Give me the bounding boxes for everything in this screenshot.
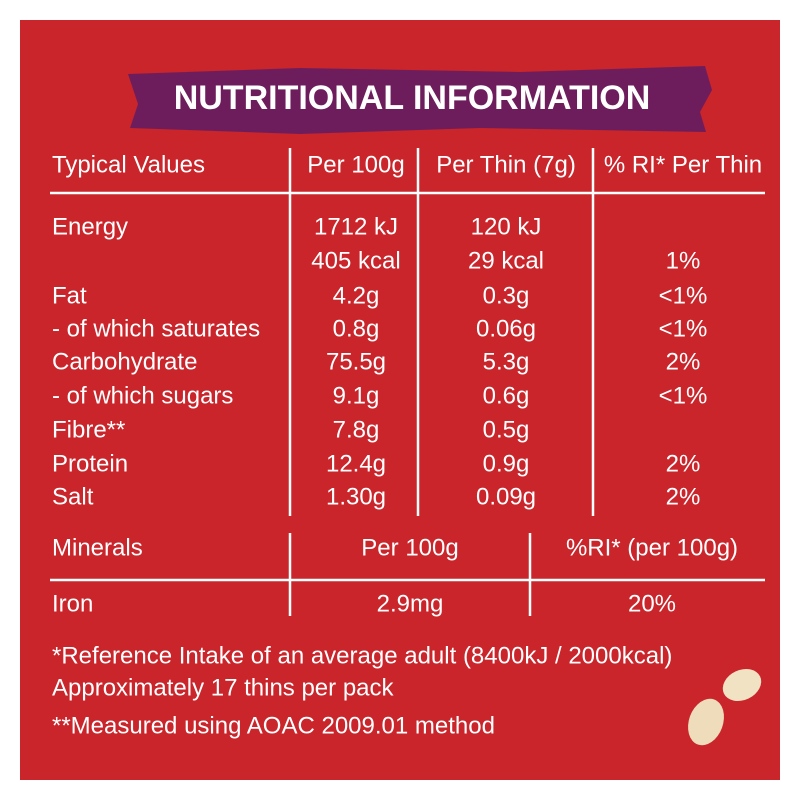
cell: <1% xyxy=(659,282,708,309)
row-label: Protein xyxy=(52,450,128,477)
cell: 20% xyxy=(628,590,676,617)
column-header: Minerals xyxy=(52,534,143,561)
cell: 5.3g xyxy=(483,348,530,375)
column-header: %RI* (per 100g) xyxy=(566,534,738,561)
cell: 405 kcal xyxy=(311,247,400,274)
column-header: Per Thin (7g) xyxy=(436,151,576,178)
cell: 9.1g xyxy=(333,382,380,409)
cell: 0.06g xyxy=(476,315,536,342)
column-header: % RI* Per Thin xyxy=(604,151,762,178)
title: NUTRITIONAL INFORMATION xyxy=(174,79,651,117)
cell: 2.9mg xyxy=(377,590,444,617)
column-header: Per 100g xyxy=(307,151,404,178)
cell: 2% xyxy=(666,450,701,477)
title-banner xyxy=(128,66,712,134)
row-label: Fat xyxy=(52,282,87,309)
row-label: Fibre** xyxy=(52,416,125,443)
row-label: Salt xyxy=(52,483,94,510)
cell: 7.8g xyxy=(333,416,380,443)
cell: 120 kJ xyxy=(471,213,542,240)
cell: 75.5g xyxy=(326,348,386,375)
cell: <1% xyxy=(659,382,708,409)
cell: <1% xyxy=(659,315,708,342)
cell: 2% xyxy=(666,348,701,375)
cell: 0.3g xyxy=(483,282,530,309)
cell: 0.5g xyxy=(483,416,530,443)
footnote: *Reference Intake of an average adult (8… xyxy=(52,642,672,669)
cell: 2% xyxy=(666,483,701,510)
row-label: Carbohydrate xyxy=(52,348,197,375)
cell: 0.09g xyxy=(476,483,536,510)
cell: 0.9g xyxy=(483,450,530,477)
cell: 1% xyxy=(666,247,701,274)
background xyxy=(20,20,780,780)
row-label: Energy xyxy=(52,213,128,240)
column-header: Per 100g xyxy=(361,534,458,561)
footnote: Approximately 17 thins per pack xyxy=(52,674,395,701)
cell: 29 kcal xyxy=(468,247,544,274)
cell: 4.2g xyxy=(333,282,380,309)
row-label: Iron xyxy=(52,590,93,617)
cell: 1.30g xyxy=(326,483,386,510)
column-header: Typical Values xyxy=(52,151,205,178)
row-label: - of which sugars xyxy=(52,382,233,409)
cell: 12.4g xyxy=(326,450,386,477)
cell: 1712 kJ xyxy=(314,213,398,240)
cell: 0.6g xyxy=(483,382,530,409)
footnote: **Measured using AOAC 2009.01 method xyxy=(52,712,495,739)
peanut-decoration xyxy=(688,668,762,746)
cell: 0.8g xyxy=(333,315,380,342)
row-label: - of which saturates xyxy=(52,315,260,342)
